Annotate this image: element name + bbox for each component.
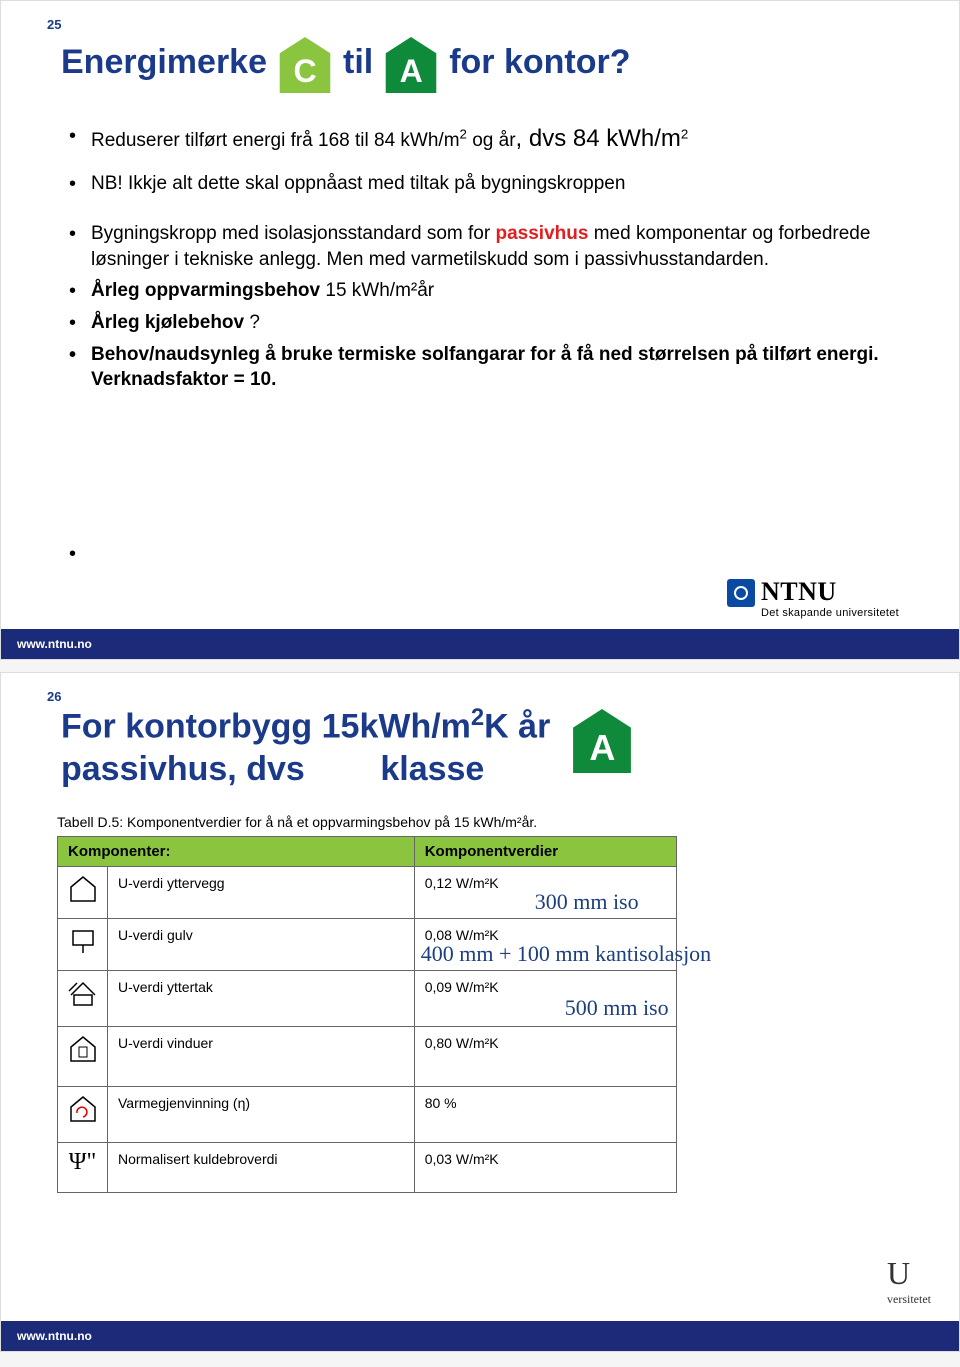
comp-value-cell: 0,08 W/m²K 400 mm + 100 mm kantisolasjon (414, 919, 676, 971)
comp-name: U-verdi vinduer (108, 1027, 415, 1087)
slide-number: 25 (47, 17, 61, 32)
th-components: Komponenter: (58, 837, 415, 867)
comp-name: U-verdi yttervegg (108, 867, 415, 919)
title-part-2: til (343, 40, 373, 84)
comp-value-cell: 0,09 W/m²K 500 mm iso (414, 971, 676, 1027)
annotation: 300 mm iso (535, 889, 639, 915)
table-row: U-verdi vinduer 0,80 W/m²K (58, 1027, 677, 1087)
ntnu-icon (727, 579, 755, 607)
footer-url: www.ntnu.no (17, 637, 92, 651)
comp-value-cell: 0,80 W/m²K (414, 1027, 676, 1087)
bullet-3: Bygningskropp med isolasjonsstandard som… (91, 221, 899, 272)
table-row: Ψ" Normalisert kuldebroverdi 0,03 W/m²K (58, 1143, 677, 1193)
ntnu-logo: NTNU Det skapande universitetet (727, 577, 899, 619)
energy-badge-a: A (383, 31, 439, 93)
roof-icon (58, 971, 108, 1027)
bullet-4: Årleg oppvarmingsbehov 15 kWh/m²år (91, 278, 899, 304)
table-row: U-verdi yttertak 0,09 W/m²K 500 mm iso (58, 971, 677, 1027)
slide-footer: www.ntnu.no (1, 629, 959, 659)
title-part-3: for kontor? (449, 40, 630, 84)
wall-icon (58, 867, 108, 919)
ntnu-tagline: Det skapande universitetet (761, 607, 899, 619)
comp-name: U-verdi yttertak (108, 971, 415, 1027)
component-table: Komponenter: Komponentverdier U-verdi yt… (57, 836, 677, 1193)
energy-badge-c: C (277, 31, 333, 93)
comp-value-cell: 80 % (414, 1087, 676, 1143)
empty-bullet (61, 541, 96, 583)
slide-26: 26 For kontorbygg 15kWh/m2K år passivhus… (0, 672, 960, 1352)
floor-icon (58, 919, 108, 971)
comp-name: U-verdi gulv (108, 919, 415, 971)
bullet-5: Årleg kjølebehov ? (91, 310, 899, 336)
energy-badge-a: A (570, 703, 634, 773)
heat-recovery-icon (58, 1087, 108, 1143)
comp-value-cell: 0,12 W/m²K 300 mm iso (414, 867, 676, 919)
slide-25: 25 Energimerke C til A for kontor? Redus… (0, 0, 960, 660)
title-part-1: Energimerke (61, 40, 267, 84)
bullet-list-outer: Reduserer tilført energi frå 168 til 84 … (61, 123, 899, 197)
table-row: U-verdi gulv 0,08 W/m²K 400 mm + 100 mm … (58, 919, 677, 971)
th-values: Komponentverdier (414, 837, 676, 867)
slide-number: 26 (47, 689, 61, 704)
bullet-6: Behov/naudsynleg å bruke termiske solfan… (91, 342, 899, 393)
table-header-row: Komponenter: Komponentverdier (58, 837, 677, 867)
badge-letter-a: A (383, 51, 439, 93)
comp-value: 0,80 W/m²K (425, 1035, 499, 1051)
psi-icon: Ψ" (58, 1143, 108, 1193)
annotation: 400 mm + 100 mm kantisolasjon (421, 941, 711, 967)
bullet-2: NB! Ikkje alt dette skal oppnåast med ti… (91, 171, 899, 197)
ntnu-name: NTNU (761, 577, 899, 607)
component-table-wrap: Tabell D.5: Komponentverdier for å nå et… (57, 814, 903, 1193)
badge-letter-a: A (570, 725, 634, 770)
badge-letter-c: C (277, 51, 333, 93)
footer-url: www.ntnu.no (17, 1329, 92, 1343)
comp-value: 0,12 W/m²K (425, 875, 499, 891)
bullet-1: Reduserer tilført energi frå 168 til 84 … (91, 123, 899, 155)
table-row: Varmegjenvinning (η) 80 % (58, 1087, 677, 1143)
passivhus-highlight: passivhus (495, 223, 588, 244)
bullet-list-inner: Bygningskropp med isolasjonsstandard som… (61, 221, 899, 393)
comp-value: 0,03 W/m²K (425, 1151, 499, 1167)
table-row: U-verdi yttervegg 0,12 W/m²K 300 mm iso (58, 867, 677, 919)
comp-value-cell: 0,03 W/m²K (414, 1143, 676, 1193)
comp-name: Normalisert kuldebroverdi (108, 1143, 415, 1193)
annotation: 500 mm iso (565, 995, 669, 1021)
table-caption: Tabell D.5: Komponentverdier for å nå et… (57, 814, 903, 830)
comp-name: Varmegjenvinning (η) (108, 1087, 415, 1143)
slide-title: For kontorbygg 15kWh/m2K år passivhus, d… (61, 703, 899, 790)
comp-value: 0,09 W/m²K (425, 979, 499, 995)
slide-title: Energimerke C til A for kontor? (61, 31, 899, 93)
window-icon (58, 1027, 108, 1087)
slide-footer: www.ntnu.no (1, 1321, 959, 1351)
comp-value: 80 % (425, 1095, 457, 1111)
university-logo-fragment: U versitetet (887, 1255, 931, 1307)
